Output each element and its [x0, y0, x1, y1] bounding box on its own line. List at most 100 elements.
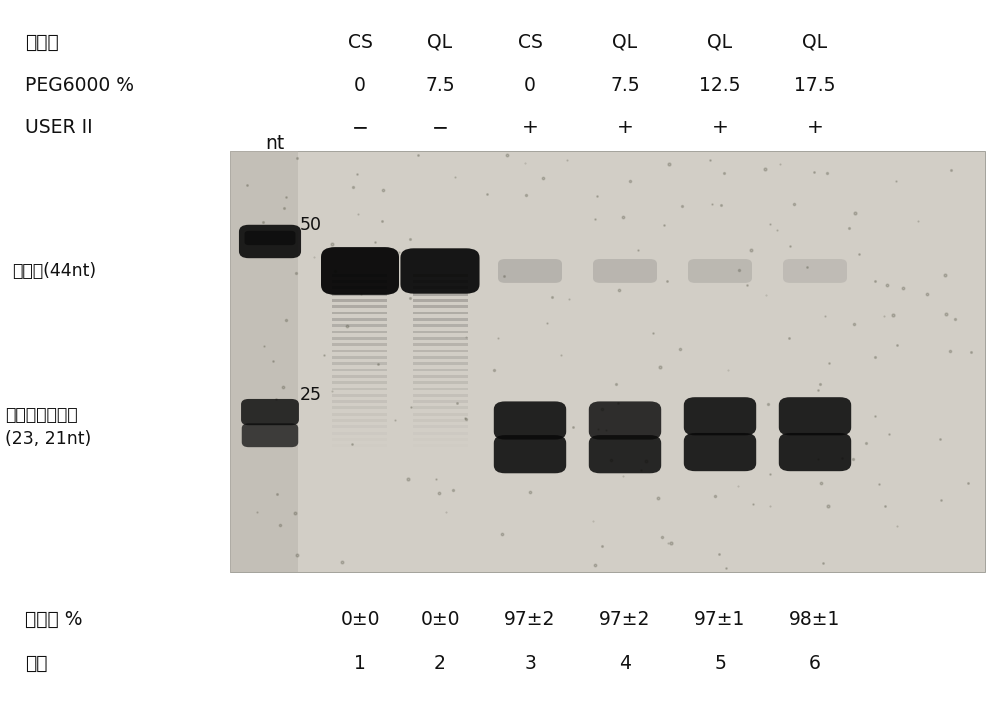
Text: 25: 25: [300, 386, 322, 404]
Text: +: +: [807, 118, 823, 138]
Text: 0±0: 0±0: [340, 609, 380, 629]
Text: 0±0: 0±0: [420, 609, 460, 629]
Text: CS: CS: [518, 32, 542, 52]
Bar: [413, 394, 468, 397]
Bar: [332, 293, 387, 296]
Text: 衬接子(44nt): 衬接子(44nt): [12, 262, 96, 280]
Text: QL: QL: [707, 32, 733, 52]
Text: +: +: [712, 118, 728, 138]
FancyBboxPatch shape: [400, 249, 480, 293]
Text: 5: 5: [714, 654, 726, 673]
FancyBboxPatch shape: [589, 435, 661, 473]
Bar: [413, 299, 468, 302]
Bar: [332, 356, 387, 359]
Text: 2: 2: [434, 654, 446, 673]
Bar: [413, 375, 468, 378]
Bar: [332, 388, 387, 390]
Text: 4: 4: [619, 654, 631, 673]
FancyBboxPatch shape: [783, 259, 847, 283]
FancyBboxPatch shape: [688, 259, 752, 283]
FancyBboxPatch shape: [779, 433, 851, 471]
Bar: [332, 286, 387, 289]
Bar: [413, 369, 468, 371]
Bar: [413, 331, 468, 333]
Text: 17.5: 17.5: [794, 76, 836, 95]
Text: PEG6000 %: PEG6000 %: [25, 76, 134, 95]
Text: 0: 0: [354, 76, 366, 95]
Bar: [332, 343, 387, 346]
Text: 3: 3: [524, 654, 536, 673]
Text: 裂解率 %: 裂解率 %: [25, 609, 82, 629]
Text: 12.5: 12.5: [699, 76, 741, 95]
Bar: [413, 419, 468, 422]
Bar: [332, 324, 387, 327]
Text: 98±1: 98±1: [789, 609, 841, 629]
Bar: [413, 381, 468, 384]
Bar: [332, 457, 387, 460]
Bar: [413, 337, 468, 340]
Bar: [332, 331, 387, 333]
Bar: [332, 394, 387, 397]
Bar: [332, 337, 387, 340]
FancyBboxPatch shape: [494, 435, 566, 473]
Bar: [332, 406, 387, 409]
Bar: [332, 419, 387, 422]
Bar: [332, 375, 387, 378]
Bar: [230, 151, 298, 572]
Text: 50: 50: [300, 216, 322, 234]
Text: USER II: USER II: [25, 118, 93, 138]
FancyBboxPatch shape: [593, 259, 657, 283]
Text: −: −: [352, 118, 368, 138]
FancyBboxPatch shape: [239, 225, 301, 258]
Bar: [332, 381, 387, 384]
Bar: [230, 151, 985, 572]
Bar: [413, 350, 468, 352]
Bar: [413, 324, 468, 327]
Text: 0: 0: [524, 76, 536, 95]
Text: 1: 1: [354, 654, 366, 673]
FancyBboxPatch shape: [241, 399, 299, 425]
Text: 裂解后的衬接子
(23, 21nt): 裂解后的衬接子 (23, 21nt): [5, 406, 91, 448]
Bar: [332, 432, 387, 435]
Text: QL: QL: [427, 32, 453, 52]
FancyBboxPatch shape: [242, 423, 298, 447]
Text: 7.5: 7.5: [425, 76, 455, 95]
Bar: [332, 312, 387, 314]
Bar: [332, 318, 387, 321]
Bar: [413, 318, 468, 321]
Bar: [332, 451, 387, 453]
Bar: [332, 350, 387, 352]
Text: 97±1: 97±1: [694, 609, 746, 629]
Text: −: −: [432, 118, 448, 138]
Bar: [413, 280, 468, 283]
Text: nt: nt: [265, 133, 284, 153]
Text: +: +: [617, 118, 633, 138]
FancyBboxPatch shape: [684, 433, 756, 471]
FancyBboxPatch shape: [245, 231, 295, 245]
Bar: [413, 388, 468, 390]
FancyBboxPatch shape: [779, 397, 851, 435]
Bar: [413, 400, 468, 403]
Bar: [332, 305, 387, 308]
Bar: [413, 293, 468, 296]
Text: QL: QL: [802, 32, 828, 52]
Bar: [413, 444, 468, 447]
Bar: [413, 406, 468, 409]
Text: 列数: 列数: [25, 654, 48, 673]
Bar: [332, 413, 387, 416]
FancyBboxPatch shape: [494, 402, 566, 439]
Bar: [332, 274, 387, 277]
Text: CS: CS: [348, 32, 372, 52]
Bar: [413, 457, 468, 460]
Bar: [413, 432, 468, 435]
Text: 97±2: 97±2: [599, 609, 651, 629]
Text: 97±2: 97±2: [504, 609, 556, 629]
Bar: [332, 444, 387, 447]
Bar: [332, 299, 387, 302]
Bar: [413, 274, 468, 277]
Bar: [413, 425, 468, 428]
Bar: [332, 362, 387, 365]
Bar: [413, 362, 468, 365]
Bar: [332, 280, 387, 283]
Bar: [413, 312, 468, 314]
